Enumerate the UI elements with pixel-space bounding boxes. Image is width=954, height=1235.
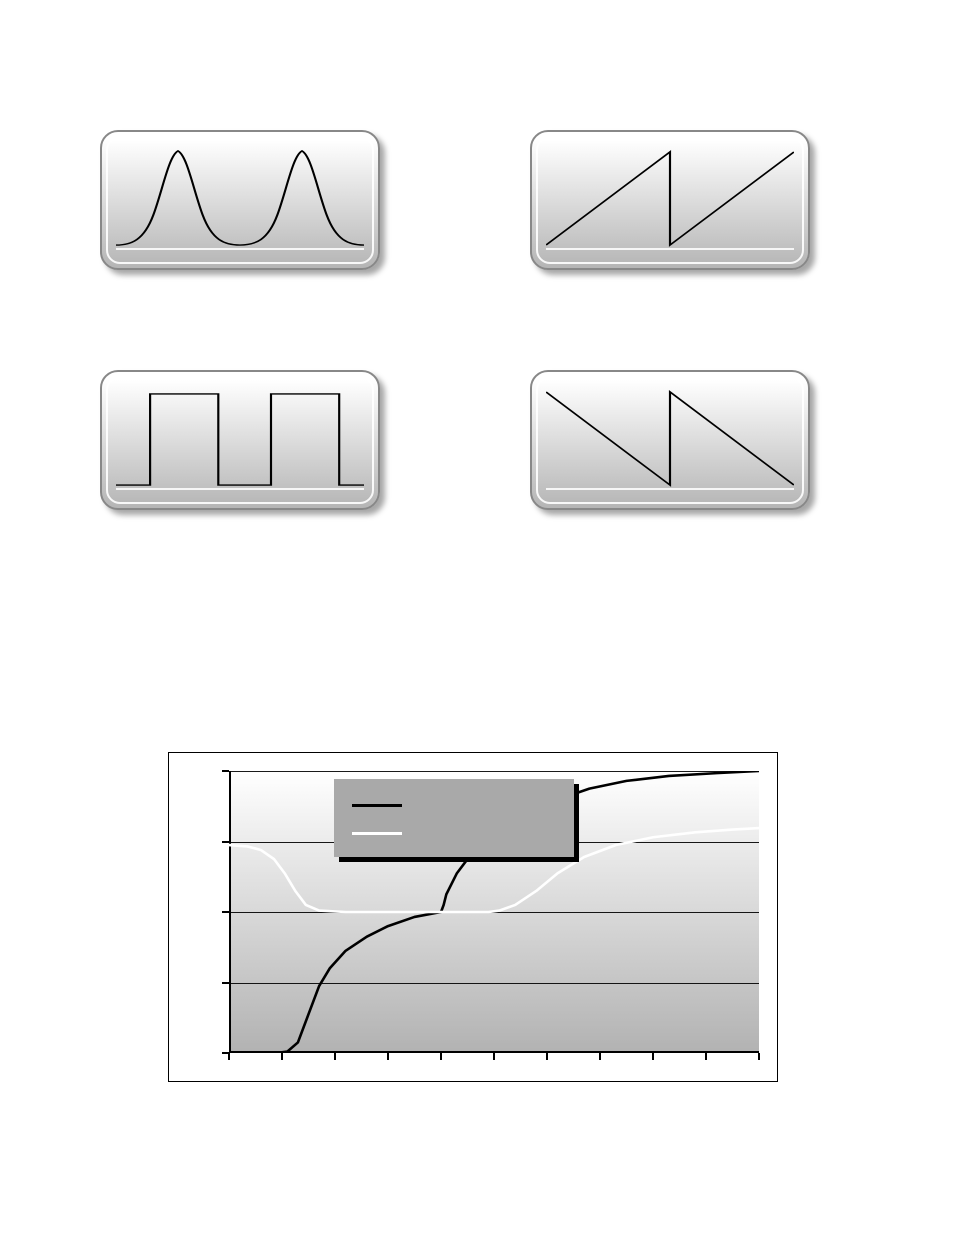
plot-area xyxy=(229,771,759,1053)
square-wave xyxy=(116,386,364,490)
panel-saw-up xyxy=(530,130,810,270)
legend-row-a xyxy=(352,793,564,817)
legend xyxy=(334,779,574,857)
legend-row-b xyxy=(352,821,564,845)
legend-swatch-b xyxy=(352,832,402,835)
panel-saw-down xyxy=(530,370,810,510)
legend-swatch-a xyxy=(352,804,402,807)
saw-down xyxy=(546,386,794,490)
waveform-grid xyxy=(100,130,830,510)
saw-up xyxy=(546,146,794,250)
cusp-wave xyxy=(116,146,364,250)
panel-square-wave xyxy=(100,370,380,510)
panel-cusp-wave xyxy=(100,130,380,270)
response-chart xyxy=(168,752,778,1082)
